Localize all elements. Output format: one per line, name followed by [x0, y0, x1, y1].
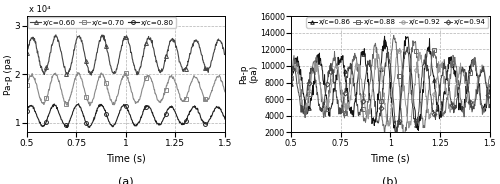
x/c=0.94 [404, 46, 410, 48]
x/c=0.92 [396, 47, 402, 49]
x/c=0.94 [407, 68, 413, 70]
Line: x/c=0.88: x/c=0.88 [290, 34, 492, 141]
Title: (b): (b) [382, 177, 398, 184]
Y-axis label: Pa-p (pa): Pa-p (pa) [4, 54, 13, 95]
x/c=0.88 [288, 77, 294, 79]
x/c=0.60 [120, 40, 126, 42]
x/c=0.70 [24, 84, 30, 86]
x/c=0.70 [187, 84, 193, 86]
x/c=0.86 [392, 135, 398, 137]
x/c=0.80 [222, 118, 228, 120]
Line: x/c=0.80: x/c=0.80 [24, 102, 227, 129]
Line: x/c=0.86: x/c=0.86 [290, 34, 492, 138]
x/c=0.88 [384, 118, 390, 120]
x/c=0.92 [406, 127, 412, 129]
x/c=0.88 [482, 107, 488, 109]
x/c=0.92 [482, 76, 488, 79]
x/c=0.60 [222, 53, 228, 56]
x/c=0.92 [452, 96, 458, 99]
x/c=0.80 [218, 108, 224, 110]
x/c=0.80 [24, 110, 30, 112]
x/c=0.88 [486, 75, 492, 77]
Legend: x/c=0.86, x/c=0.88, x/c=0.92, x/c=0.94: x/c=0.86, x/c=0.88, x/c=0.92, x/c=0.94 [306, 17, 488, 28]
x/c=0.94 [486, 104, 492, 106]
x/c=0.80 [142, 105, 148, 107]
x/c=0.94 [393, 131, 399, 133]
x/c=0.70 [218, 80, 224, 82]
x/c=0.60 [24, 52, 30, 54]
x/c=0.60 [142, 45, 148, 47]
Line: x/c=0.60: x/c=0.60 [24, 33, 227, 77]
x/c=0.94 [452, 106, 458, 108]
x/c=0.92 [288, 76, 294, 78]
Line: x/c=0.94: x/c=0.94 [290, 45, 492, 134]
x/c=0.60 [132, 66, 138, 69]
x/c=0.80 [187, 111, 193, 113]
x/c=0.94 [384, 52, 390, 55]
x/c=0.70 [87, 105, 93, 107]
x/c=0.60 [187, 52, 193, 54]
x/c=0.80 [76, 103, 82, 105]
x/c=0.88 [407, 74, 413, 76]
x/c=0.70 [75, 71, 81, 74]
x/c=0.80 [64, 126, 70, 128]
x/c=0.86 [486, 84, 492, 86]
X-axis label: Time (s): Time (s) [106, 153, 146, 163]
X-axis label: Time (s): Time (s) [370, 153, 410, 163]
x/c=0.94 [396, 122, 402, 124]
Legend: x/c=0.60, x/c=0.70, x/c=0.80: x/c=0.60, x/c=0.70, x/c=0.80 [28, 17, 176, 28]
x/c=0.86 [288, 82, 294, 85]
x/c=0.92 [396, 50, 402, 52]
x/c=0.92 [382, 108, 388, 111]
x/c=0.80 [120, 105, 126, 107]
x/c=0.86 [383, 40, 389, 43]
x/c=0.60 [53, 34, 59, 36]
x/c=0.86 [407, 53, 413, 55]
x/c=0.86 [396, 110, 402, 112]
x/c=0.60 [218, 40, 224, 43]
x/c=0.70 [132, 100, 138, 102]
x/c=0.92 [384, 119, 390, 121]
x/c=0.92 [407, 120, 413, 122]
x/c=0.88 [396, 81, 402, 83]
x/c=0.70 [120, 75, 126, 77]
x/c=0.88 [390, 34, 396, 36]
x/c=0.92 [486, 97, 492, 99]
x/c=0.70 [222, 91, 228, 93]
x/c=0.80 [132, 123, 138, 126]
x/c=0.60 [118, 45, 124, 48]
x/c=0.94 [288, 67, 294, 69]
x/c=0.94 [482, 82, 488, 84]
x/c=0.80 [118, 106, 124, 108]
x/c=0.94 [382, 62, 388, 64]
Title: (a): (a) [118, 177, 134, 184]
x/c=0.86 [382, 35, 388, 37]
x/c=0.86 [384, 45, 390, 47]
x/c=0.88 [382, 124, 388, 127]
x/c=0.86 [482, 110, 488, 112]
x/c=0.70 [118, 79, 124, 81]
x/c=0.60 [88, 74, 94, 76]
x/c=0.88 [402, 139, 407, 141]
x/c=0.88 [452, 57, 458, 59]
Y-axis label: Pa-p
(pa): Pa-p (pa) [239, 64, 258, 84]
x/c=0.70 [142, 77, 148, 79]
Line: x/c=0.70: x/c=0.70 [24, 71, 227, 108]
Text: x 10⁴: x 10⁴ [28, 5, 50, 14]
x/c=0.86 [452, 70, 458, 72]
Line: x/c=0.92: x/c=0.92 [290, 47, 492, 130]
